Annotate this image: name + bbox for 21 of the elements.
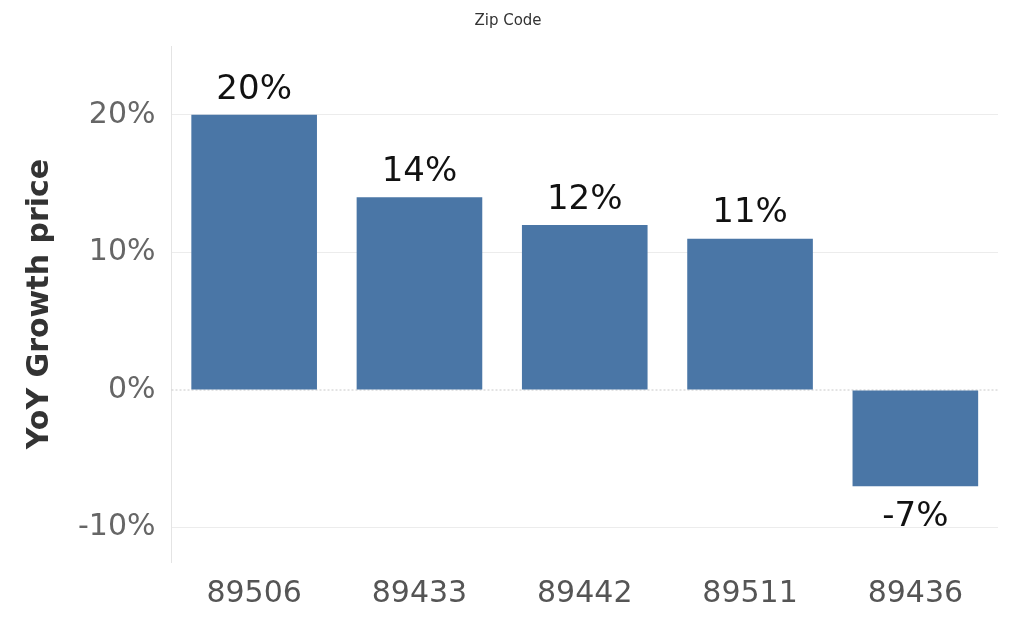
- y-tick-label: 10%: [88, 232, 156, 268]
- bar: [191, 114, 317, 390]
- y-axis-title: YoY Growth price: [19, 158, 55, 451]
- x-tick-label: 89506: [206, 573, 302, 609]
- bar: [852, 390, 979, 487]
- data-label: 14%: [381, 149, 458, 190]
- bar: [687, 238, 813, 390]
- y-tick-label: 0%: [107, 369, 156, 405]
- y-tick-label: 20%: [88, 94, 156, 130]
- x-tick-label: 89436: [867, 573, 964, 609]
- data-label: 12%: [546, 176, 623, 217]
- bar: [356, 197, 483, 390]
- x-tick-label: 89511: [702, 573, 798, 609]
- x-tick-label: 89442: [537, 573, 633, 609]
- data-label: 11%: [712, 190, 788, 231]
- y-tick-label: -10%: [77, 507, 156, 543]
- x-tick-label: 89433: [371, 573, 468, 609]
- data-label: -7%: [882, 494, 949, 535]
- x-axis-title: Zip Code: [474, 10, 542, 29]
- data-label: 20%: [216, 66, 292, 107]
- bar: [521, 224, 648, 390]
